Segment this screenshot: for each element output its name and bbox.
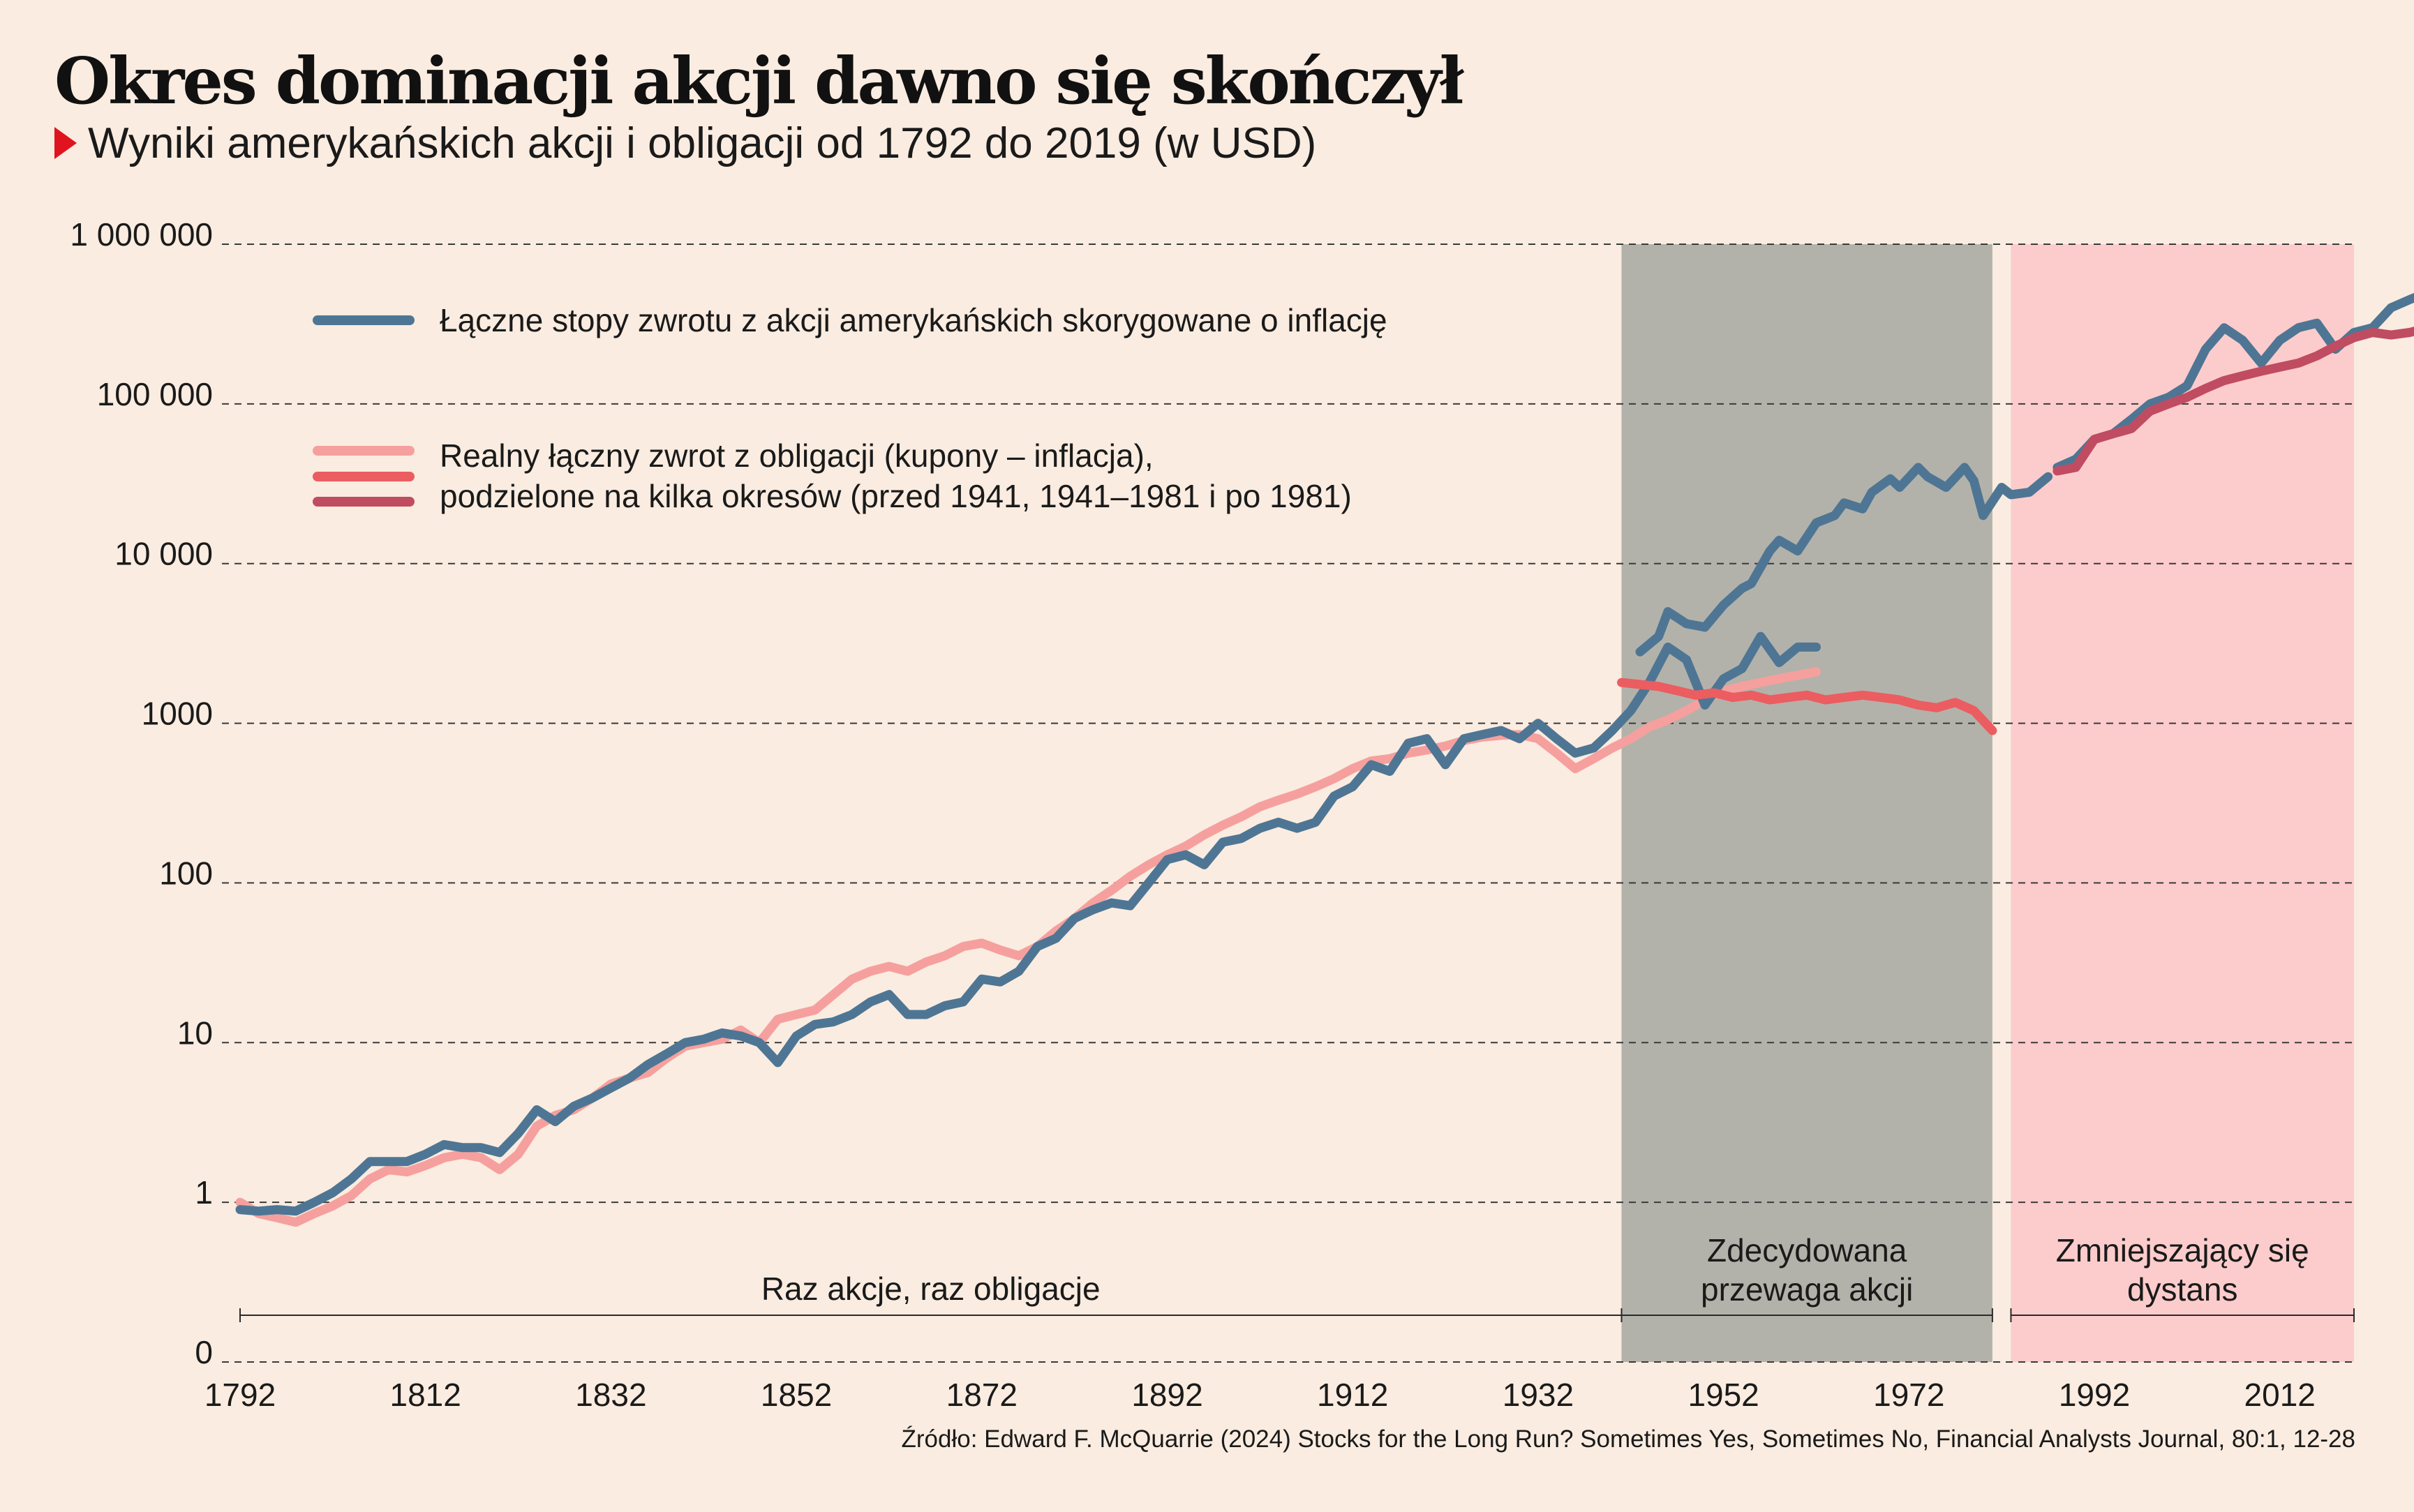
chart-title: Okres dominacji akcji dawno się skończył: [54, 43, 1464, 119]
y-axis-ticks: 0 1 10 100 1000 10 000 100 000 1 000 000: [70, 216, 213, 1370]
legend: Łączne stopy zwrotu z akcji amerykańskic…: [313, 302, 1387, 514]
series-line-bonds-pre-1941: [235, 667, 1821, 1227]
y-tick-label: 100: [159, 855, 213, 891]
series-line-stocks: [2052, 292, 2414, 472]
y-tick-label: 0: [195, 1334, 213, 1370]
period-band: [2011, 244, 2354, 1362]
series-line-bonds-1941-1981: [1617, 678, 1997, 735]
band-label: przewaga akcji: [1701, 1271, 1913, 1308]
x-tick-label: 1952: [1687, 1377, 1759, 1413]
x-tick-label: 1792: [204, 1377, 276, 1413]
source-note: Źródło: Edward F. McQuarrie (2024) Stock…: [901, 1425, 2355, 1453]
x-tick-label: 2012: [2244, 1377, 2316, 1413]
chart-subtitle-text: Wyniki amerykańskich akcji i obligacji o…: [88, 119, 1317, 167]
band-label: dystans: [2127, 1271, 2238, 1308]
y-tick-label: 1000: [142, 696, 213, 732]
band-label: Zdecydowana: [1707, 1232, 1907, 1268]
legend-label-stocks: Łączne stopy zwrotu z akcji amerykańskic…: [440, 302, 1387, 338]
period-bands: [1621, 244, 2354, 1362]
chart-subtitle: Wyniki amerykańskich akcji i obligacji o…: [54, 119, 1316, 168]
x-tick-label: 1832: [575, 1377, 646, 1413]
x-tick-label: 1972: [1873, 1377, 1944, 1413]
period-brackets: Raz akcje, raz obligacje Zdecydowanaprzew…: [239, 1232, 2355, 1322]
x-tick-label: 1992: [2059, 1377, 2130, 1413]
grid-lines: [222, 244, 2354, 1363]
series-line-bonds-post-1981: [2052, 327, 2414, 476]
series-lines: [235, 292, 2414, 1227]
series-line-stocks: [235, 631, 1821, 1216]
y-tick-label: 10: [177, 1015, 213, 1051]
y-tick-label: 1: [195, 1174, 213, 1211]
period-label: Raz akcje, raz obligacje: [761, 1271, 1101, 1307]
x-tick-label: 1872: [946, 1377, 1018, 1413]
legend-label-bonds: Realny łączny zwrot z obligacji (kupony …: [440, 437, 1154, 474]
x-tick-label: 1892: [1131, 1377, 1202, 1413]
x-tick-label: 1912: [1317, 1377, 1388, 1413]
y-tick-label: 1 000 000: [70, 216, 213, 253]
band-label: Zmniejszający się: [2056, 1232, 2309, 1268]
y-tick-label: 10 000: [114, 536, 213, 572]
triangle-marker-icon: [54, 127, 77, 159]
series-line-stocks: [1635, 463, 2053, 657]
legend-label-bonds-periods: podzielone na kilka okresów (przed 1941,…: [440, 478, 1352, 514]
x-axis-ticks: 1792 1812 1832 1852 1872 1892 1912 1932 1952 1972…: [204, 1377, 2316, 1413]
period-band: [1621, 244, 1992, 1362]
x-tick-label: 1812: [390, 1377, 461, 1413]
x-tick-label: 1852: [761, 1377, 832, 1413]
y-tick-label: 100 000: [97, 376, 213, 412]
x-tick-label: 1932: [1503, 1377, 1574, 1413]
